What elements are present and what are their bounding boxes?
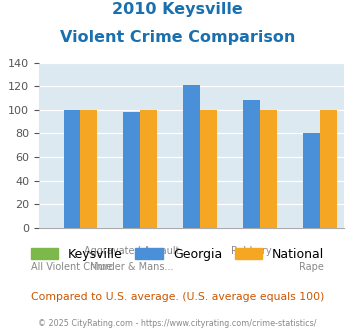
Bar	[200, 110, 217, 228]
Bar	[80, 110, 97, 228]
Bar	[183, 85, 200, 228]
Text: Violent Crime Comparison: Violent Crime Comparison	[60, 30, 295, 45]
Bar	[124, 112, 140, 228]
Bar	[64, 110, 80, 228]
Text: Murder & Mans...: Murder & Mans...	[90, 262, 174, 272]
Text: Rape: Rape	[299, 262, 324, 272]
Bar	[243, 100, 260, 228]
Bar	[303, 133, 320, 228]
Legend: Keysville, Georgia, National: Keysville, Georgia, National	[26, 243, 329, 266]
Bar	[140, 110, 157, 228]
Text: Aggravated Assault: Aggravated Assault	[84, 246, 180, 256]
Bar	[260, 110, 277, 228]
Text: Compared to U.S. average. (U.S. average equals 100): Compared to U.S. average. (U.S. average …	[31, 292, 324, 302]
Text: © 2025 CityRating.com - https://www.cityrating.com/crime-statistics/: © 2025 CityRating.com - https://www.city…	[38, 319, 317, 328]
Text: 2010 Keysville: 2010 Keysville	[112, 2, 243, 16]
Text: All Violent Crime: All Violent Crime	[31, 262, 113, 272]
Bar	[320, 110, 337, 228]
Text: Robbery: Robbery	[231, 246, 272, 256]
